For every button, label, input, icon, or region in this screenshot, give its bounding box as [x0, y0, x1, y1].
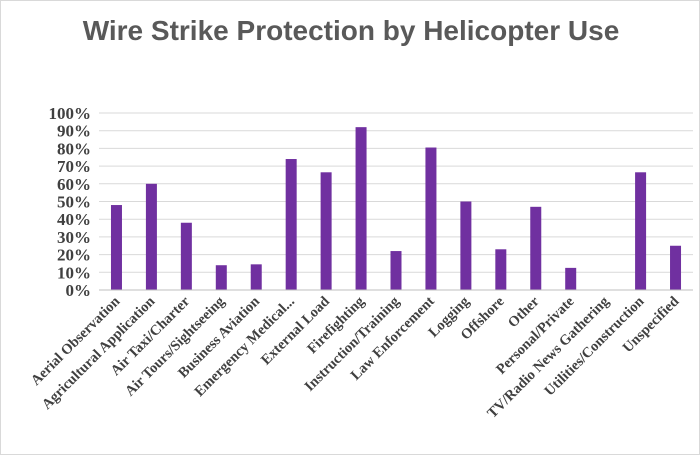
bar — [460, 201, 472, 290]
y-tick-label: 50% — [57, 193, 91, 212]
bar — [110, 205, 122, 290]
y-tick-label: 70% — [57, 157, 91, 176]
bar — [320, 172, 332, 290]
bar — [425, 147, 437, 290]
y-tick-label: 80% — [57, 139, 91, 158]
bar — [180, 222, 192, 290]
y-tick-label: 0% — [66, 281, 92, 300]
bars — [110, 127, 682, 290]
y-tick-label: 60% — [57, 175, 91, 194]
bar — [565, 267, 577, 290]
bar — [670, 245, 682, 290]
y-tick-label: 20% — [57, 246, 91, 265]
bar — [285, 159, 297, 290]
bar — [215, 265, 227, 290]
chart-title: Wire Strike Protection by Helicopter Use — [82, 15, 620, 46]
bar — [355, 127, 367, 290]
bar — [635, 172, 647, 290]
bar — [495, 249, 507, 290]
y-tick-label: 40% — [57, 210, 91, 229]
bar — [390, 251, 402, 290]
bar — [530, 206, 542, 290]
y-tick-label: 90% — [57, 122, 91, 141]
y-tick-label: 100% — [49, 104, 92, 123]
bar — [145, 183, 157, 290]
y-tick-label: 10% — [57, 263, 91, 282]
bar — [250, 264, 262, 290]
y-axis-tick-labels: 0%10%20%30%40%50%60%70%80%90%100% — [49, 104, 92, 300]
y-tick-label: 30% — [57, 228, 91, 247]
